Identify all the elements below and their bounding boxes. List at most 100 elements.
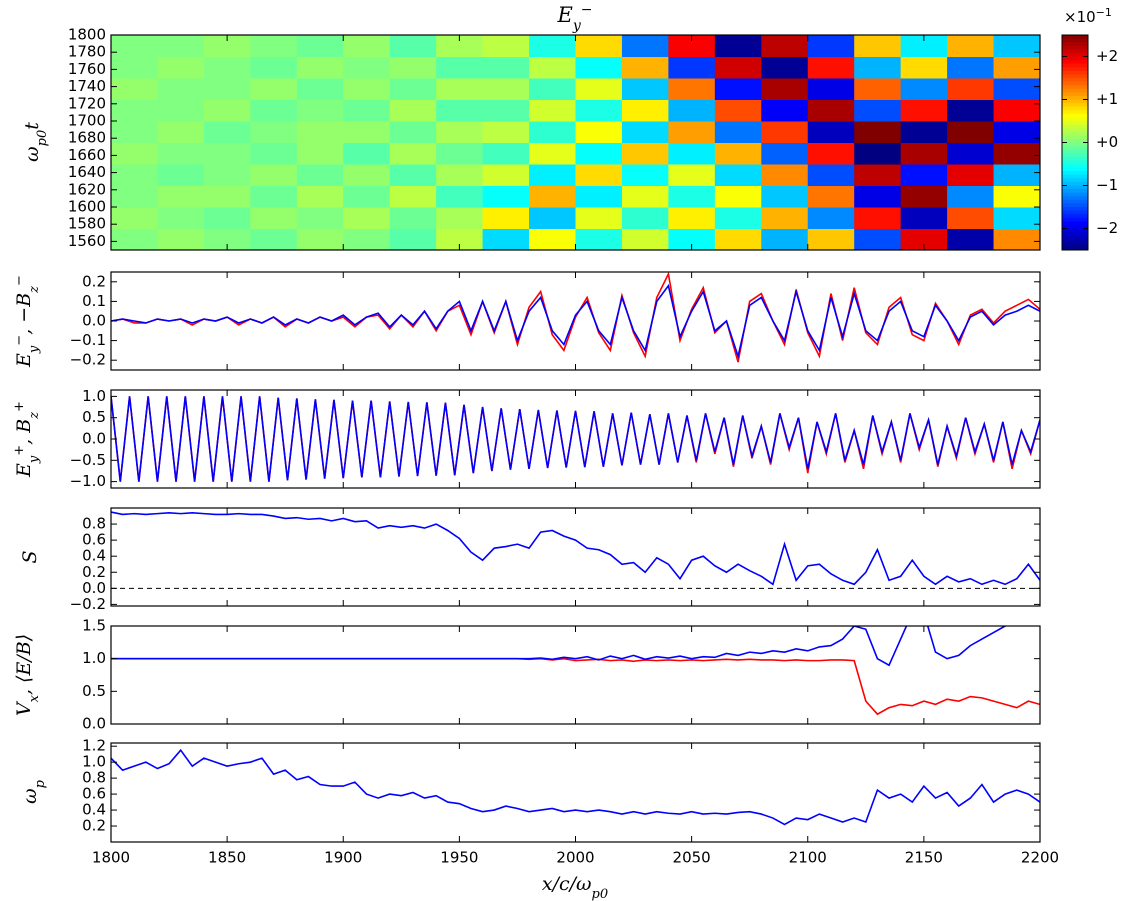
heatmap-cell [807,207,855,229]
heatmap-cell [993,56,1041,79]
y-tick-label: 1.2 [82,737,106,755]
plot-area [111,390,1040,488]
scale-exp: −1 [1096,6,1112,19]
heatmap-cell [343,185,391,208]
heatmap-cell [900,228,948,251]
colorbar-swatch [1062,217,1088,222]
x-tick-label: 2150 [905,849,943,867]
heatmap-cell [714,35,762,57]
heatmap-cell [621,99,669,122]
colorbar-swatch [1062,67,1088,72]
heatmap-cell [529,99,576,122]
heatmap-cell [111,185,158,208]
heatmap-cell [900,121,948,143]
heatmap-cell [761,142,809,165]
heatmap-cell [621,164,669,186]
heatmap-cell [343,164,391,186]
y-tick-label: 1780 [68,43,106,61]
heatmap-cell [482,78,530,100]
heatmap-cell [993,121,1041,143]
series-line [111,626,1007,667]
heatmap-cell [621,142,669,165]
colorbar-swatch [1062,214,1088,219]
heatmap-cell [621,78,669,100]
heatmap-cell [296,164,344,186]
colorbar-swatch [1062,56,1088,61]
series-line [111,283,1040,360]
heatmap-cell [807,78,855,100]
heatmap-cell [575,99,623,122]
heatmap-cell [854,228,902,251]
heatmap-cell [529,207,576,229]
heatmap-cell [436,142,484,165]
heatmap-cell [203,99,251,122]
heatmap-cell [993,142,1041,165]
heatmap-cell [529,164,576,186]
heatmap-cell [482,56,530,79]
heatmap-cell [343,35,391,57]
colorbar-swatch [1062,156,1088,161]
y-tick-label: 0.6 [82,785,106,803]
x-tick-label: 1800 [92,849,130,867]
y-tick-label: 0.4 [82,801,106,819]
heatmap-cell [389,142,437,165]
y-axis-label: ωp [19,779,48,804]
heatmap-cell [296,228,344,251]
heatmap-cell [482,142,530,165]
heatmap-cell [900,56,948,79]
heatmap-cell [854,35,902,57]
colorbar-swatch [1062,60,1088,65]
heatmap-cell [203,207,251,229]
heatmap-cell [854,56,902,79]
heatmap-cell [854,121,902,143]
label-base: t [21,122,43,130]
colorbar-swatch [1062,142,1088,147]
heatmap-cell [714,99,762,122]
y-tick-label: 1660 [68,146,106,164]
heatmap-cell [343,142,391,165]
y-tick-label: 0.0 [82,430,106,448]
heatmap-cell [529,142,576,165]
y-tick-label: 0.6 [82,531,106,549]
heatmap-cell [668,78,716,100]
colorbar-swatch [1062,135,1088,140]
colorbar-tick-label: +1 [1096,90,1118,108]
x-tick-label: 1900 [324,849,362,867]
colorbar-swatch [1062,192,1088,197]
colorbar-swatch [1062,242,1088,247]
heatmap-cell [761,164,809,186]
heatmap-cell [854,142,902,165]
heatmap-cell [482,164,530,186]
colorbar-swatch [1062,106,1088,111]
heatmap-cell [250,142,298,165]
heatmap-cell [250,78,298,100]
heatmap-cell [761,121,809,143]
heatmap-cell [343,207,391,229]
heatmap-cell [111,164,158,186]
label-sup: − [12,335,27,346]
heatmap-cell [203,228,251,251]
heatmap-cell [668,121,716,143]
heatmap-cell [993,185,1041,208]
heatmap-cell [157,228,205,251]
colorbar-swatch [1062,110,1088,115]
colorbar-swatch [1062,38,1088,43]
heatmap-cell [575,164,623,186]
label-base: E [13,353,35,368]
colorbar-swatch [1062,52,1088,57]
scale-base: ×10 [1064,8,1096,26]
heatmap-cell [296,35,344,57]
heatmap-cell [250,164,298,186]
y-tick-label: 1.5 [82,617,106,635]
colorbar-swatch [1062,146,1088,151]
colorbar-swatch [1062,178,1088,183]
heatmap-cell [807,164,855,186]
label-sub: y [27,455,42,464]
y-tick-label: 0.2 [82,272,106,290]
colorbar-swatch [1062,117,1088,122]
heatmap-cell [296,99,344,122]
label-sub: y [27,345,42,354]
heatmap-cell [947,78,995,100]
colorbar-tick-label: −1 [1096,176,1118,194]
y-tick-label: 0.8 [82,515,106,533]
